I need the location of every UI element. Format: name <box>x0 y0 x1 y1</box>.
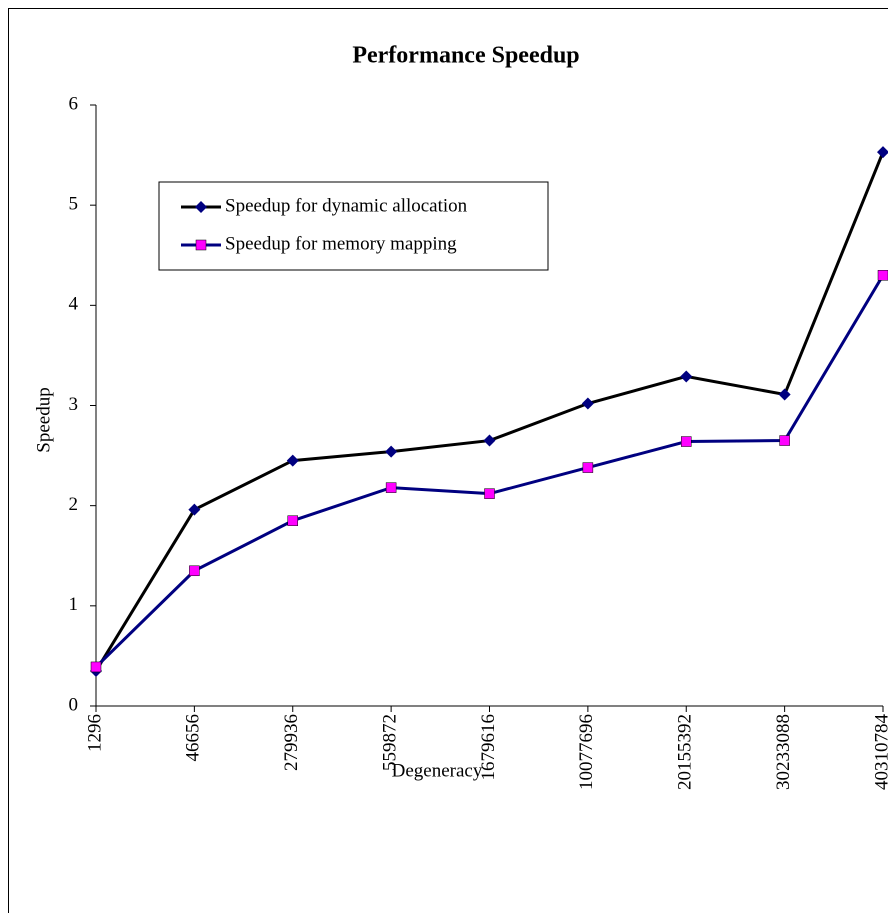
data-point <box>90 661 102 673</box>
y-axis-title: Speedup <box>33 387 54 452</box>
y-tick-label: 1 <box>69 594 79 615</box>
data-point <box>681 436 692 447</box>
data-point <box>385 482 397 493</box>
data-point <box>483 434 496 447</box>
data-point <box>287 515 298 526</box>
data-point <box>195 239 207 251</box>
data-point <box>188 503 201 516</box>
data-point <box>195 201 207 213</box>
data-point <box>286 454 299 467</box>
data-point <box>779 435 790 446</box>
x-tick-label: 559872 <box>379 714 400 771</box>
x-tick-label: 30233088 <box>773 714 794 790</box>
x-tick-label: 20155392 <box>675 714 696 790</box>
y-tick-label: 5 <box>69 194 79 215</box>
x-tick-label: 279936 <box>281 714 302 771</box>
legend-label: Speedup for memory mapping <box>225 233 457 254</box>
data-point <box>582 462 594 473</box>
data-point <box>778 388 791 401</box>
x-tick-label: 1679616 <box>478 714 499 781</box>
y-tick-label: 0 <box>69 694 79 715</box>
data-point <box>189 565 200 577</box>
data-point <box>877 146 888 159</box>
x-tick-label: 40310784 <box>871 714 888 791</box>
data-point <box>680 370 693 383</box>
legend-label: Speedup for dynamic allocation <box>225 195 468 216</box>
x-tick-label: 46656 <box>183 714 204 762</box>
y-tick-label: 2 <box>69 494 79 515</box>
y-tick-label: 3 <box>69 394 79 415</box>
data-point <box>484 488 495 499</box>
x-axis-title: Degeneracy <box>392 760 483 781</box>
x-tick-label: 10077696 <box>576 714 597 790</box>
y-tick-label: 4 <box>69 294 79 315</box>
data-point <box>877 270 888 281</box>
legend-box <box>158 181 549 271</box>
x-tick-label: 1296 <box>84 714 105 752</box>
data-point <box>581 397 594 410</box>
chart-frame <box>8 8 888 913</box>
series-line <box>94 274 885 669</box>
data-point <box>385 445 398 458</box>
chart-title: Performance Speedup <box>352 43 579 69</box>
y-tick-label: 6 <box>69 93 79 114</box>
